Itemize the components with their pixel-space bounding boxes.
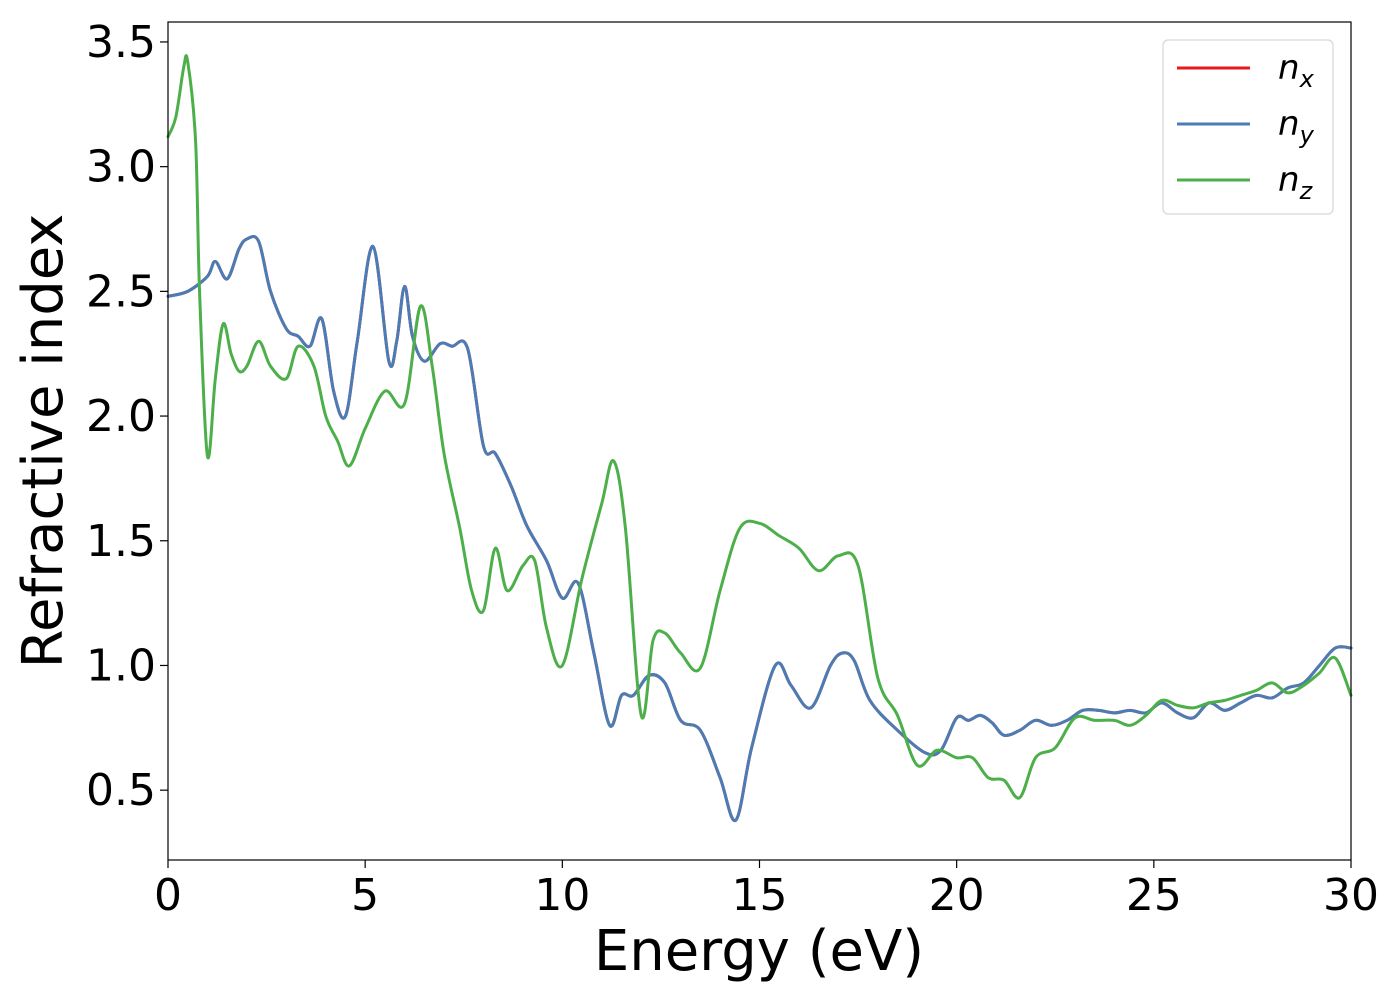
series-line-y xyxy=(166,234,1353,822)
series-layer xyxy=(166,54,1353,822)
x-tick-label: 15 xyxy=(732,870,788,921)
x-tick-label: 10 xyxy=(534,870,590,921)
y-tick-label: 0.5 xyxy=(86,765,156,816)
x-axis-title: Energy (eV) xyxy=(594,919,924,984)
x-tick-label: 20 xyxy=(929,870,985,921)
x-tick-label: 0 xyxy=(154,870,182,921)
y-tick-label: 3.5 xyxy=(86,17,156,68)
x-tick-label: 5 xyxy=(351,870,379,921)
legend-label-z: nz xyxy=(1278,160,1314,205)
legend-label-x: nx xyxy=(1278,48,1315,93)
x-axis-ticks: 0 5 10 15 20 25 30 xyxy=(154,860,1379,921)
x-tick-label: 30 xyxy=(1323,870,1379,921)
legend-label-y: ny xyxy=(1278,104,1315,149)
y-tick-label: 2.5 xyxy=(86,266,156,317)
y-tick-label: 1.5 xyxy=(86,516,156,567)
legend: nx ny nz xyxy=(1162,39,1334,215)
x-tick-label: 25 xyxy=(1126,870,1182,921)
y-axis-ticks: 0.5 1.0 1.5 2.0 2.5 3.0 3.5 xyxy=(86,17,168,816)
y-axis-title: Refractive index xyxy=(11,214,76,669)
legend-frame xyxy=(1162,39,1334,215)
y-tick-label: 1.0 xyxy=(86,640,156,691)
series-line-z xyxy=(166,54,1353,800)
y-tick-label: 2.0 xyxy=(86,391,156,442)
y-tick-label: 3.0 xyxy=(86,142,156,193)
